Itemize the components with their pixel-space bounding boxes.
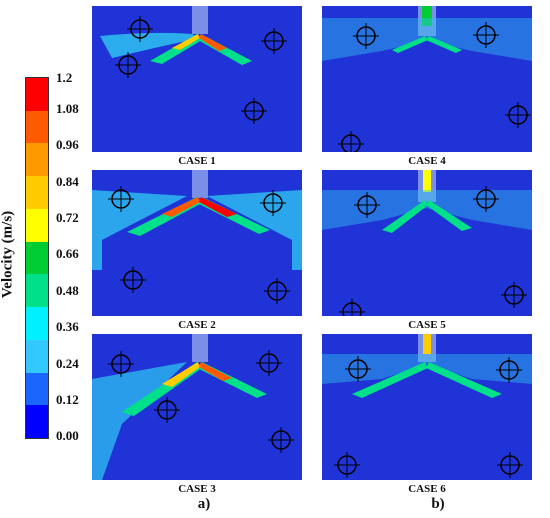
colorbar-segment [26,78,48,111]
flow-field-image [322,6,532,152]
velocity-colorbar [25,77,49,439]
colorbar-tick-label: 1.08 [56,101,79,116]
flow-panel-case-5 [322,170,532,316]
case-label: CASE 1 [178,155,216,167]
flow-panel-case-2 [92,170,302,316]
colorbar-segment [26,208,48,242]
colorbar-segment [26,405,48,439]
flow-panel-case-6 [322,334,532,480]
colorbar-segment [26,176,48,209]
colorbar-segment [26,110,48,144]
flow-panel-case-1 [92,6,302,152]
case-label: CASE 6 [408,483,446,495]
flow-field-image [92,170,302,316]
column-label-b: b) [431,496,445,512]
colorbar-title: Velocity (m/s) [0,210,16,299]
case-label: CASE 3 [178,483,216,495]
colorbar-tick-label: 0.36 [56,319,79,334]
flow-panel-case-4 [322,6,532,152]
colorbar-segment [26,307,48,340]
colorbar-segment [26,143,48,177]
colorbar-tick-label: 0.66 [56,246,79,261]
colorbar-tick-label: 0.72 [56,210,79,225]
flow-field-image [92,6,302,152]
colorbar-segment [26,372,48,406]
colorbar-segment [26,339,48,373]
case-label: CASE 4 [408,155,446,167]
colorbar-tick-label: 1.2 [56,70,73,85]
flow-field-image [322,334,532,480]
colorbar-segment [26,274,48,308]
flow-field-image [322,170,532,316]
colorbar-ticks: 1.2 1.08 0.96 0.84 0.72 0.66 0.48 0.36 0… [56,70,96,450]
column-label-a: a) [197,496,211,512]
flow-panel-case-3 [92,334,302,480]
colorbar-tick-label: 0.24 [56,356,79,371]
colorbar-tick-label: 0.84 [56,174,79,189]
colorbar-tick-label: 0.96 [56,137,79,152]
case-label: CASE 2 [178,319,216,331]
flow-field-image [92,334,302,480]
colorbar-tick-label: 0.00 [56,428,79,443]
colorbar-segment [26,241,48,275]
colorbar-tick-label: 0.48 [56,283,79,298]
case-label: CASE 5 [408,319,446,331]
colorbar-tick-label: 0.12 [56,392,79,407]
